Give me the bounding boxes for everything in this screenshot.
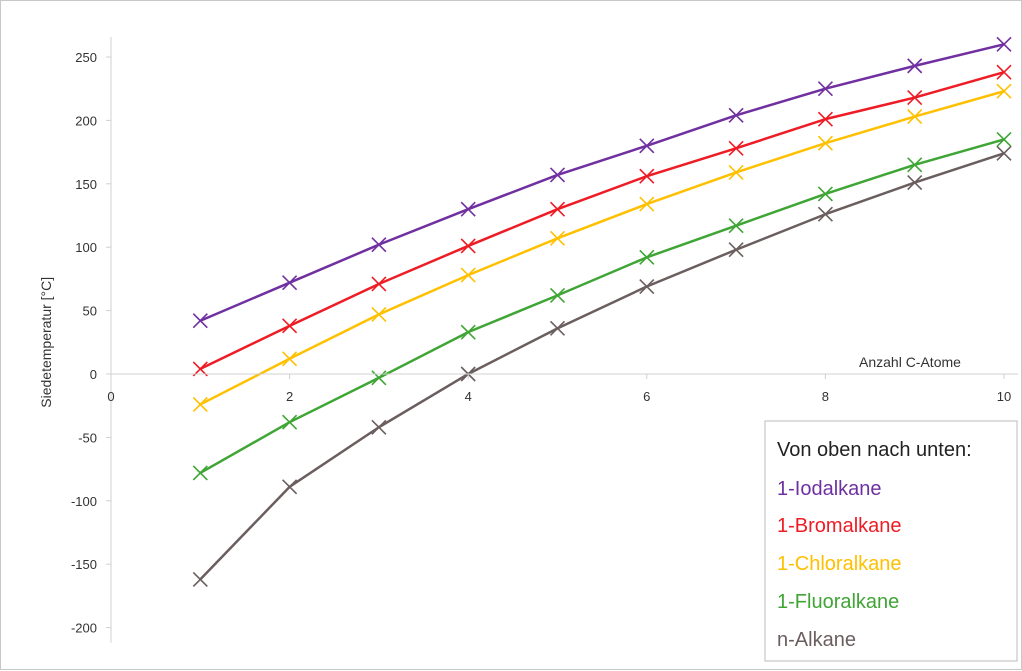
data-point-1-iodalkane [907,58,923,74]
data-point-1-fluoralkane [371,370,387,386]
legend-entry-fluoralkane: 1-Fluoralkane [777,591,899,613]
series-line-1-fluoralkane [199,138,1005,474]
legend-box [764,420,1018,662]
x-tick-label: 2 [286,389,293,404]
data-point-1-chloralkane [817,135,833,151]
data-point-1-fluoralkane [907,157,923,173]
data-point-1-chloralkane [639,196,655,212]
y-tick-label: 50 [83,304,97,319]
data-point-1-chloralkane [192,396,208,412]
x-tick-label: 0 [107,389,114,404]
series-line-1-bromalkane [199,71,1005,371]
legend-entry-n-alkane: n-Alkane [777,629,856,651]
data-point-1-chloralkane [728,164,744,180]
y-tick-label: 100 [75,240,97,255]
data-point-1-fluoralkane [639,249,655,265]
data-point-1-chloralkane [907,109,923,125]
y-tick-label: 150 [75,177,97,192]
data-point-1-iodalkane [817,81,833,97]
data-point-1-chloralkane [460,267,476,283]
x-tick-label: 6 [643,389,650,404]
data-point-n-alkane [907,174,923,191]
legend: Von oben nach unten: 1-Iodalkane 1-Broma… [764,420,1018,662]
data-point-n-alkane [549,320,566,336]
data-point-1-iodalkane [282,275,298,291]
data-point-n-alkane [192,571,208,587]
y-tick-label: -200 [71,621,97,636]
axes: -200 -150 -100 -50 0 50 100 150 200 250 0 2 4 6 8 10 [71,37,1018,643]
y-tick-label: 0 [90,367,97,382]
data-point-1-iodalkane [996,36,1012,52]
series-line-n-alkane [199,152,1005,581]
y-tick-label: -100 [71,494,97,509]
data-point-1-chloralkane [549,230,566,246]
data-point-1-iodalkane [549,167,566,183]
data-point-n-alkane [996,145,1012,161]
data-point-1-iodalkane [460,201,476,217]
data-point-1-iodalkane [371,237,387,253]
legend-entry-iodalkane: 1-Iodalkane [777,478,882,500]
data-point-1-iodalkane [192,313,208,329]
data-point-n-alkane [639,278,655,295]
y-tick-label: -150 [71,557,97,572]
data-point-1-chloralkane [996,83,1012,99]
legend-title: Von oben nach unten: [777,439,972,461]
data-point-1-fluoralkane [282,414,298,430]
data-point-1-fluoralkane [817,186,833,202]
x-tick-label: 4 [465,389,472,404]
data-point-1-fluoralkane [728,218,744,234]
data-point-n-alkane [282,479,298,495]
legend-entry-chloralkane: 1-Chloralkane [777,553,902,575]
data-point-1-fluoralkane [996,131,1012,147]
series-line-1-iodalkane [199,43,1005,322]
data-point-1-bromalkane [907,90,923,106]
y-axis-title: Siedetemperatur [°C] [38,277,54,408]
legend-entry-bromalkane: 1-Bromalkane [777,515,902,537]
x-axis-title: Anzahl C-Atome [859,354,961,370]
data-point-1-fluoralkane [460,324,476,340]
data-point-1-fluoralkane [549,287,566,303]
y-tick-label: 200 [75,113,97,128]
data-point-1-bromalkane [728,140,744,156]
data-point-n-alkane [817,206,833,222]
data-point-n-alkane [728,242,744,258]
x-tick-label: 10 [997,389,1011,404]
data-point-1-bromalkane [282,318,298,334]
x-tick-label: 8 [822,389,829,404]
y-tick-label: 250 [75,50,97,65]
data-point-1-bromalkane [996,64,1012,80]
data-point-1-bromalkane [460,238,476,254]
data-point-1-iodalkane [639,138,655,154]
series-line-1-chloralkane [199,90,1005,406]
data-point-1-bromalkane [639,168,655,184]
data-point-1-bromalkane [817,111,833,127]
data-point-1-chloralkane [371,306,387,322]
data-point-1-bromalkane [371,276,387,292]
data-point-1-chloralkane [282,351,298,367]
y-tick-label: -50 [78,430,97,445]
data-point-n-alkane [371,419,387,435]
data-point-1-fluoralkane [192,465,208,481]
data-point-1-bromalkane [549,201,566,217]
data-point-1-iodalkane [728,107,744,123]
